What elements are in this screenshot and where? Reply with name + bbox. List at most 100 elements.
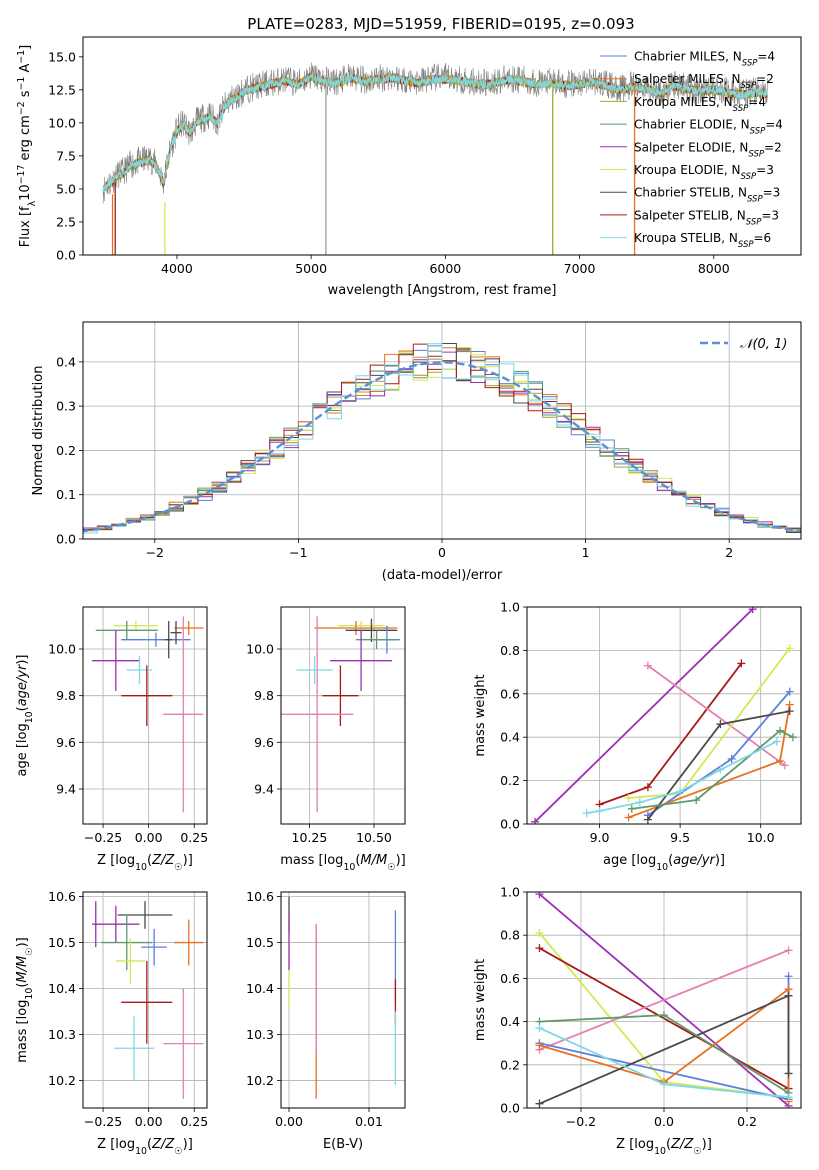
label-part: 10 [18, 184, 33, 201]
weight-marker [535, 944, 544, 953]
weight-marker [784, 1069, 793, 1078]
weight-line [628, 704, 791, 819]
label-part: ☉ [24, 947, 35, 955]
label-part: 10 [343, 862, 355, 873]
y-tick-label: 0.4 [56, 354, 76, 369]
x-tick-label: −1 [289, 545, 307, 560]
label-part: )] [15, 654, 30, 664]
label-part: )] [15, 937, 30, 947]
label-part: Z/Z [151, 1137, 175, 1152]
weight-marker [660, 1011, 668, 1020]
y-tick-label: 0.2 [500, 773, 520, 788]
legend-sub: SSP [750, 127, 766, 137]
label-part: ( [15, 983, 30, 988]
histogram-plot [83, 343, 801, 535]
x-tick-label: 0 [438, 545, 446, 560]
x-tick-label: 10.25 [292, 830, 328, 845]
weight-marker [535, 1041, 544, 1050]
label-part: 10 [24, 988, 35, 1000]
y-tick-label: 10.5 [48, 935, 76, 950]
legend-label: Chabrier ELODIE, NSSP=4 [634, 118, 783, 137]
spectrum-axes: 4000 5000 6000 7000 8000 0.0 2.5 5.0 7.5 10.0 12.5… [16, 36, 802, 298]
axes-frame [280, 606, 406, 825]
axes-frame [82, 321, 802, 540]
label-part: ] [18, 45, 33, 50]
legend-suffix: =4 [757, 50, 775, 64]
weight-marker [660, 1080, 668, 1089]
label-part: Z [log [97, 853, 135, 868]
legend-text: Salpeter MILES, N [634, 72, 741, 86]
figure-title: PLATE=0283, MJD=51959, FIBERID=0195, z=0… [247, 15, 634, 33]
x-tick-label: 0.00 [135, 1114, 163, 1129]
y-axis-label: mass [log10(M/M☉)] [15, 937, 35, 1063]
legend-sub: SSP [741, 172, 757, 182]
x-tick-label: −0.25 [84, 830, 122, 845]
weight-marker [784, 991, 793, 1000]
legend-label: Salpeter ELODIE, NSSP=2 [634, 140, 782, 159]
legend-sub: SSP [741, 81, 757, 91]
x-tick-label: 0.0 [654, 1114, 674, 1129]
weight-marker [748, 607, 757, 614]
legend-text: Chabrier MILES, N [634, 50, 742, 64]
y-tick-label: 2.5 [56, 214, 76, 229]
y-tick-label: 1.0 [500, 885, 520, 900]
y-tick-label: 0.0 [500, 817, 520, 832]
y-tick-label: 9.4 [56, 782, 76, 797]
x-tick-label: 9.0 [590, 830, 610, 845]
weight-marker [627, 804, 636, 813]
x-axis-label: (data-model)/error [382, 568, 503, 583]
label-part: M/M [15, 956, 30, 983]
legend-suffix: =4 [765, 118, 783, 132]
legend-suffix: =2 [756, 72, 774, 86]
axes-frame [82, 36, 802, 256]
label-part: Z/Z [670, 1137, 694, 1152]
weight-marker [784, 972, 793, 981]
axes-frame [280, 891, 406, 1109]
age-vs-z-axes-plot [92, 616, 204, 813]
label-part: 10 [654, 1146, 666, 1157]
mass-weight-z-axes: −0.2 0.0 0.2 0.0 0.2 0.4 0.6 0.8 1.0 Z [log10(Z/Z… [473, 885, 802, 1157]
label-part: −2 [16, 101, 27, 115]
label-part: )] [396, 853, 406, 868]
weight-marker [535, 1024, 544, 1033]
weight-marker [785, 687, 794, 696]
y-axis-label: mass weight [473, 674, 488, 756]
y-axis-label: age [log10(age/yr)] [15, 654, 35, 776]
age-vs-mass-axes: 10.25 10.50 9.4 9.6 9.8 10.0 mass [log10(M/M☉)… [246, 606, 406, 873]
weight-marker [624, 793, 633, 802]
legend-text: Salpeter ELODIE, N [634, 140, 748, 154]
axes-frame [82, 891, 208, 1109]
y-tick-label: 10.0 [48, 642, 76, 657]
histogram-axes: −2 −1 0 1 2 0.0 0.1 0.2 0.3 0.4 (data-model)/error… [31, 321, 802, 583]
y-tick-label: 10.2 [48, 1073, 76, 1088]
label-part: ( [147, 1137, 152, 1152]
mass-vs-ebv-axes: 0.00 0.01 10.2 10.3 10.4 10.5 10.6 E(B-V) [246, 889, 406, 1152]
y-tick-label: 9.6 [56, 735, 76, 750]
weight-marker [643, 815, 652, 824]
y-tick-label: 0.6 [500, 971, 520, 986]
x-tick-label: 6000 [429, 261, 461, 276]
weight-marker [595, 806, 604, 815]
weight-marker [643, 661, 652, 670]
x-tick-label: −2 [146, 545, 164, 560]
legend-label: Kroupa ELODIE, NSSP=3 [634, 163, 774, 182]
legend-label: Salpeter MILES, NSSP=2 [634, 72, 774, 91]
weight-marker [788, 733, 797, 742]
x-tick-label: 7000 [564, 261, 596, 276]
x-axis-label: mass [log10(M/M☉)] [280, 853, 406, 873]
x-tick-label: 0.00 [135, 830, 163, 845]
legend-label: Salpeter STELIB, NSSP=3 [634, 208, 779, 227]
y-tick-label: 0.2 [500, 1057, 520, 1072]
y-tick-label: 0.4 [500, 1014, 520, 1029]
y-tick-label: 10.4 [246, 981, 274, 996]
label-part: ☉ [387, 862, 395, 873]
mass-weight-z-axes-plot [535, 892, 793, 1108]
x-axis-label: E(B-V) [323, 1137, 363, 1152]
weight-marker [785, 644, 794, 653]
label-part: Z [log [97, 1137, 135, 1152]
y-tick-label: 0.4 [500, 730, 520, 745]
label-part: ☉ [693, 1146, 701, 1157]
x-axis-label: wavelength [Angstrom, rest frame] [328, 283, 557, 298]
